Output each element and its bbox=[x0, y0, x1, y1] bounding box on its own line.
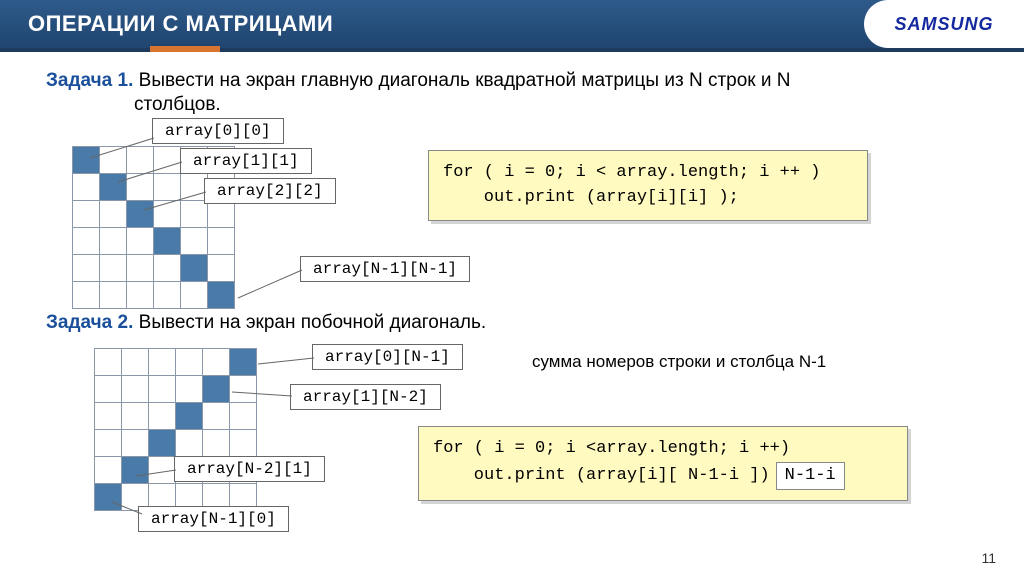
callout-n10: array[N-1][0] bbox=[138, 506, 289, 532]
code-line: for ( i = 0; i <array.length; i ++) bbox=[433, 437, 893, 462]
slide-header: ОПЕРАЦИИ С МАТРИЦАМИ SAMSUNG bbox=[0, 0, 1024, 48]
task2-text: Вывести на экран побочной диагональ. bbox=[139, 312, 487, 333]
task1-code: for ( i = 0; i < array.length; i ++ ) ou… bbox=[428, 150, 868, 221]
highlight-expr: N-1-i bbox=[776, 462, 845, 491]
task1-text: Вывести на экран главную диагональ квадр… bbox=[139, 70, 791, 91]
callout-0n1: array[0][N-1] bbox=[312, 344, 463, 370]
task1-cont: столбцов. bbox=[32, 94, 992, 116]
task2-label: Задача 2. bbox=[46, 312, 133, 333]
task1-line: Задача 1. Вывести на экран главную диаго… bbox=[32, 70, 992, 92]
callout-nn: array[N-1][N-1] bbox=[300, 256, 470, 282]
task2-code: for ( i = 0; i <array.length; i ++) out.… bbox=[418, 426, 908, 501]
code-line: out.print (array[i][i] ); bbox=[443, 186, 853, 211]
code-line: out.print (array[i][ N-1-i ])N-1-i bbox=[433, 462, 893, 491]
page-number: 11 bbox=[981, 550, 996, 566]
task1-label: Задача 1. bbox=[46, 70, 133, 91]
callout-00: array[0][0] bbox=[152, 118, 284, 144]
callout-22: array[2][2] bbox=[204, 178, 336, 204]
accent-orange bbox=[150, 46, 220, 52]
logo-badge: SAMSUNG bbox=[864, 0, 1024, 48]
task2-line: Задача 2. Вывести на экран побочной диаг… bbox=[32, 312, 992, 334]
slide-title: ОПЕРАЦИИ С МАТРИЦАМИ bbox=[28, 11, 333, 37]
callout-n21: array[N-2][1] bbox=[174, 456, 325, 482]
slide-content: Задача 1. Вывести на экран главную диаго… bbox=[0, 52, 1024, 559]
task2-note: сумма номеров строки и столбца N-1 bbox=[532, 352, 826, 372]
samsung-logo: SAMSUNG bbox=[894, 14, 993, 35]
callout-11: array[1][1] bbox=[180, 148, 312, 174]
callout-1n2: array[1][N-2] bbox=[290, 384, 441, 410]
task2-diagram: array[0][N-1] array[1][N-2] array[N-2][1… bbox=[32, 348, 992, 543]
task1-diagram: array[0][0] array[1][1] array[2][2] arra… bbox=[32, 126, 992, 306]
accent-bar bbox=[0, 48, 1024, 52]
code-line: for ( i = 0; i < array.length; i ++ ) bbox=[443, 161, 853, 186]
matrix-anti-diagonal bbox=[94, 348, 257, 511]
